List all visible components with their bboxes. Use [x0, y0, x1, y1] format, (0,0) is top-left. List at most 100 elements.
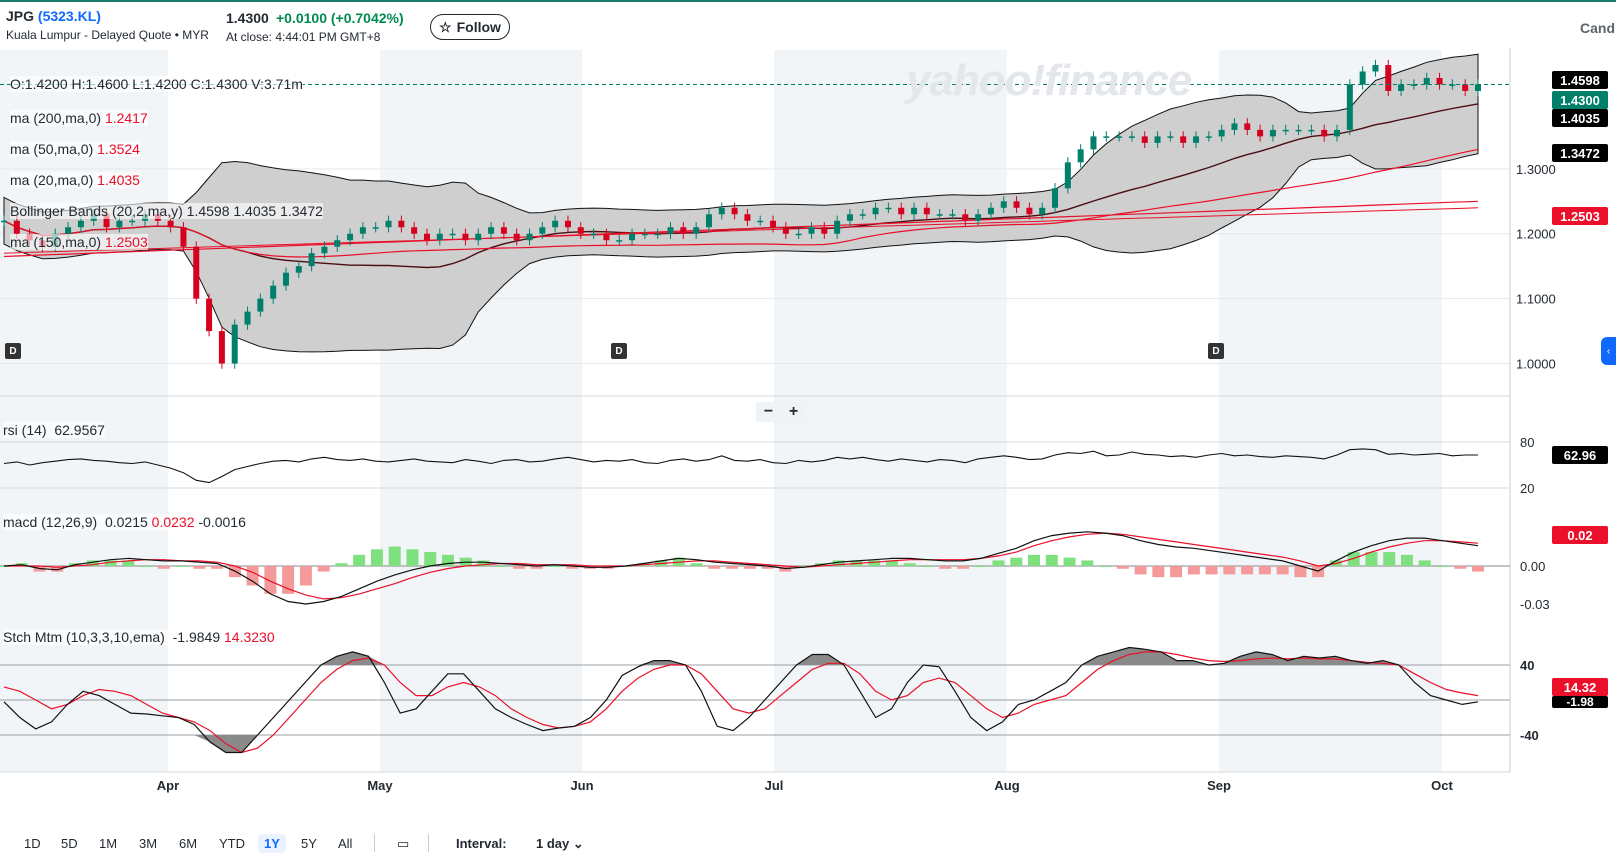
macd-histogram-bar: [299, 566, 312, 586]
macd-histogram-bar: [1205, 566, 1218, 575]
candle-body: [13, 220, 20, 234]
candle-body: [1026, 207, 1033, 215]
legend-stch-mtm[interactable]: Stch Mtm (10,3,3,10,ema) -1.9849 14.3230: [3, 629, 275, 645]
chart-type-selector[interactable]: Cand: [1580, 20, 1615, 36]
candle-body: [744, 214, 751, 221]
legend-macd-value1: 0.0215: [104, 514, 148, 530]
candle-body: [398, 220, 405, 228]
candle-body: [1475, 84, 1481, 91]
macd-histogram-bar: [903, 563, 916, 566]
legend-bollinger-name: Bollinger Bands (20,2,ma,y): [10, 203, 183, 219]
legend-ma200[interactable]: ma (200,ma,0) 1.2417: [10, 110, 148, 126]
macd-histogram-bar: [317, 566, 330, 572]
badge-ma20: 1.4035: [1552, 109, 1608, 127]
stch-overbought-fill: [4, 647, 1478, 665]
macd-histogram-bar: [1294, 566, 1307, 578]
badge-last-price: 1.4300: [1552, 91, 1608, 109]
legend-ma20-value: 1.4035: [97, 172, 140, 188]
candle-body: [1346, 84, 1353, 130]
candle-body: [116, 220, 123, 228]
legend-ma50-value: 1.3524: [97, 141, 140, 157]
macd-histogram-bar: [1010, 557, 1023, 566]
candle-body: [77, 220, 84, 228]
range-6m[interactable]: 6M: [179, 836, 198, 851]
follow-button[interactable]: ☆ Follow: [430, 14, 510, 40]
legend-ma150[interactable]: ma (150,ma,0) 1.2503: [10, 234, 148, 250]
legend-ma20[interactable]: ma (20,ma,0) 1.4035: [10, 172, 140, 188]
close-time: At close: 4:44:01 PM GMT+8: [226, 30, 381, 44]
macd-histogram-bar: [921, 566, 934, 567]
macd-signal-line: [4, 532, 1479, 600]
candle-body: [1449, 84, 1456, 86]
candle-body: [1462, 84, 1469, 91]
candle-body: [1423, 77, 1430, 85]
macd-histogram-bar: [388, 546, 401, 566]
candle-body: [654, 233, 661, 236]
dividend-marker[interactable]: D: [5, 343, 21, 359]
legend-macd[interactable]: macd (12,26,9) 0.0215 0.0232 -0.0016: [3, 514, 246, 530]
legend-bollinger[interactable]: Bollinger Bands (20,2,ma,y) 1.4598 1.403…: [10, 203, 323, 219]
macd-histogram-bar: [175, 566, 188, 567]
legend-ma50-name: ma (50,ma,0): [10, 141, 94, 157]
candle-body: [821, 227, 828, 234]
range-5d[interactable]: 5D: [61, 836, 78, 851]
macd-histogram-bar: [868, 560, 881, 566]
candle-body: [500, 227, 507, 234]
candle-body: [898, 207, 905, 215]
chart-canvas[interactable]: 1.3000 1.2000 1.1000 1.0000 Apr May Jun Jul Aug S…: [0, 48, 1616, 828]
quote-header: JPG (5323.KL) Kuala Lumpur - Delayed Quo…: [0, 0, 1616, 48]
macd-histogram-bar: [548, 566, 561, 567]
candle-body: [1103, 136, 1110, 138]
y-tick-label: 1.0000: [1516, 357, 1556, 372]
calendar-icon[interactable]: ▭: [397, 836, 410, 851]
range-1m[interactable]: 1M: [99, 836, 118, 851]
candle-body: [475, 233, 482, 241]
candle-body: [616, 240, 623, 242]
x-tick-label: Apr: [157, 778, 179, 793]
toolbar-divider: [428, 834, 429, 852]
range-all[interactable]: All: [338, 836, 353, 851]
macd-histogram-bar: [246, 566, 259, 586]
zoom-out-button[interactable]: −: [763, 403, 774, 420]
candle-body: [705, 214, 712, 228]
candle-body: [65, 227, 72, 234]
macd-histogram-bar: [1063, 557, 1076, 566]
ma200-line: [3, 207, 1479, 254]
range-5y[interactable]: 5Y: [301, 836, 317, 851]
range-ytd[interactable]: YTD: [219, 836, 245, 851]
y-tick-label: 1.1000: [1516, 292, 1556, 307]
legend-ma50[interactable]: ma (50,ma,0) 1.3524: [10, 141, 140, 157]
candle-body: [1039, 207, 1046, 215]
candle-body: [1128, 136, 1135, 138]
candle-body: [872, 207, 879, 215]
x-tick-label: May: [367, 778, 393, 793]
candle-body: [693, 227, 700, 234]
candle-body: [987, 207, 994, 215]
macd-histogram-bar: [1081, 560, 1094, 566]
legend-rsi[interactable]: rsi (14) 62.9567: [3, 422, 105, 438]
interval-select[interactable]: 1 day ⌄: [536, 836, 584, 852]
candle-body: [795, 233, 802, 236]
dividend-marker[interactable]: D: [611, 343, 627, 359]
symbol-title: JPG (5323.KL): [6, 8, 101, 24]
side-panel-toggle[interactable]: ‹: [1601, 337, 1616, 365]
ma50-line: [3, 148, 1479, 258]
badge-macd: 0.02: [1552, 526, 1608, 544]
ticker-link[interactable]: (5323.KL): [37, 8, 101, 24]
range-1y[interactable]: 1Y: [258, 834, 286, 853]
badge-ma150: 1.2503: [1552, 207, 1608, 225]
legend-stch-name: Stch Mtm (10,3,3,10,ema): [3, 629, 165, 645]
symbol-name: JPG: [6, 8, 35, 24]
candle-body: [1064, 162, 1071, 189]
candle-body: [962, 214, 969, 221]
zoom-in-button[interactable]: +: [788, 403, 799, 420]
range-1d[interactable]: 1D: [24, 836, 41, 851]
dividend-marker[interactable]: D: [1208, 343, 1224, 359]
macd-histogram-bar: [956, 566, 969, 569]
badge-bb-upper: 1.4598: [1552, 71, 1608, 89]
range-3m[interactable]: 3M: [139, 836, 158, 851]
candle-body: [808, 227, 815, 234]
quote-subtitle: Kuala Lumpur - Delayed Quote • MYR: [6, 28, 209, 42]
macd-histogram-bar: [1187, 566, 1200, 575]
candle-body: [282, 272, 289, 286]
